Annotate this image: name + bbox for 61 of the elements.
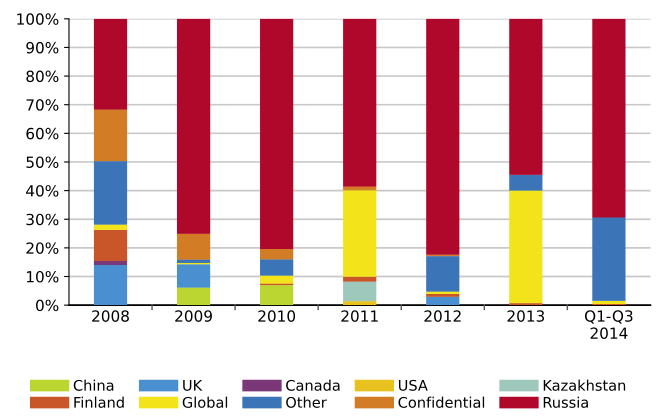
bar — [260, 249, 294, 260]
x-tick-label: 2009 — [175, 310, 212, 322]
bar — [426, 296, 460, 306]
bar — [94, 18, 128, 110]
y-tick-label: 90% — [26, 42, 58, 54]
legend-label: Finland — [74, 396, 124, 408]
bar — [426, 256, 460, 292]
bar — [176, 18, 210, 234]
bar — [94, 261, 128, 266]
y-tick-label: 10% — [26, 270, 58, 283]
x-tick-label: 2008 — [92, 310, 129, 322]
bar — [343, 18, 376, 187]
bar — [94, 161, 128, 225]
x-tick-label: Q1-Q3 2014 — [584, 310, 632, 339]
y-tick-label: 100% — [17, 13, 58, 25]
bar — [343, 282, 376, 302]
bar — [260, 18, 294, 250]
bar — [343, 190, 376, 277]
legend-label: Global — [182, 396, 228, 408]
bar — [343, 301, 376, 306]
bar — [509, 190, 542, 304]
bar — [176, 234, 210, 260]
legend-label: USA — [398, 380, 428, 391]
bar — [592, 218, 626, 301]
y-tick-label: 30% — [26, 214, 58, 226]
bar — [94, 230, 128, 262]
legend-label: UK — [183, 380, 202, 391]
legend-label: Other — [286, 396, 327, 408]
legend-label: Canada — [286, 380, 340, 391]
x-tick-label: 2012 — [424, 310, 461, 322]
y-tick-label: 50% — [26, 156, 58, 168]
bar — [94, 110, 128, 162]
bar — [260, 259, 294, 276]
legend-label: Russia — [544, 396, 588, 408]
bar — [260, 285, 294, 306]
bar — [343, 186, 376, 190]
bar — [426, 294, 460, 297]
bar — [176, 264, 210, 288]
bar — [176, 260, 210, 264]
bar — [94, 224, 128, 230]
bar — [592, 18, 626, 218]
x-tick-label: 2010 — [258, 310, 296, 322]
bar — [509, 18, 542, 175]
legend-label: China — [74, 380, 114, 391]
bar — [176, 288, 210, 306]
legend-label: Kazakhstan — [544, 380, 626, 391]
y-tick-label: 60% — [26, 128, 58, 140]
legend-label: Confidential — [398, 396, 484, 408]
y-tick-label: 70% — [26, 99, 58, 111]
bar — [592, 300, 626, 304]
bar — [426, 18, 460, 255]
bar — [260, 276, 294, 284]
x-tick-label: 2013 — [508, 310, 544, 322]
y-tick-label: 40% — [26, 185, 58, 197]
bar — [94, 265, 128, 306]
bar — [509, 174, 542, 191]
y-tick-label: 20% — [26, 242, 58, 254]
bar — [343, 276, 376, 282]
y-tick-label: 80% — [26, 70, 58, 82]
x-tick-label: 2011 — [341, 310, 378, 322]
y-tick-label: 0% — [36, 300, 58, 312]
